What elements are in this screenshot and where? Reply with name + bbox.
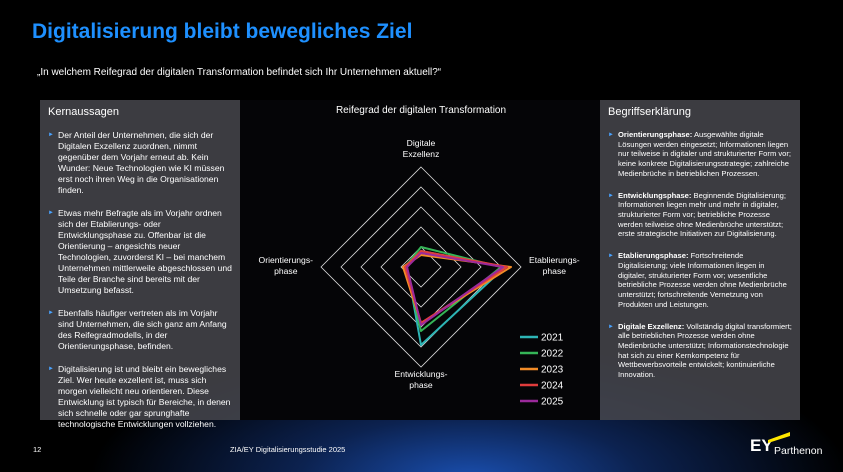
axis-label: Orientierungs- phase xyxy=(258,255,313,276)
bullet: Etwas mehr Befragte als im Vorjahr ordne… xyxy=(48,208,232,296)
logo-text: Parthenon xyxy=(774,445,823,457)
chart-title: Reifegrad der digitalen Transformation xyxy=(336,105,506,116)
definition-text: Beginnende Digitalisierung; Informatione… xyxy=(618,190,786,239)
left-panel: Kernaussagen Der Anteil der Unternehmen, … xyxy=(40,100,240,429)
definition-list: Orientierungsphase: Ausgewählte digitale… xyxy=(608,130,792,380)
legend-label: 2024 xyxy=(541,381,564,392)
term: Entwicklungsphase: xyxy=(618,190,692,200)
definition-text: Fortschreitende Digitalisierung; viele I… xyxy=(618,251,787,309)
axis-label: Etablierungs- phase xyxy=(529,255,580,276)
bullet-list: Der Anteil der Unternehmen, die sich der… xyxy=(48,130,232,430)
definition: Entwicklungsphase: Beginnende Digitalisi… xyxy=(608,190,792,240)
definition: Digitale Exzellenz: Vollständig digital … xyxy=(608,321,792,380)
axis-label: Entwicklungs- phase xyxy=(394,369,448,390)
legend-label: 2023 xyxy=(541,365,564,376)
grid-ring xyxy=(380,226,462,308)
logo: EY xyxy=(750,436,773,455)
term: Digitale Exzellenz: xyxy=(618,321,685,331)
grid-ring xyxy=(320,166,522,368)
definition-text: Ausgewählte digitale Lösungen werden ein… xyxy=(618,130,792,178)
legend-label: 2021 xyxy=(541,333,564,344)
chart-panel xyxy=(240,100,600,420)
panel-heading: Kernaussagen xyxy=(48,106,119,118)
question: „In welchem Reifegrad der digitalen Tran… xyxy=(37,67,442,78)
source: ZIA/EY Digitalisierungsstudie 2025 xyxy=(230,445,346,454)
axis-label: Digitale Exzellenz xyxy=(402,138,440,159)
term: Etablierungsphase: xyxy=(618,251,689,261)
title: Digitalisierung bleibt bewegliches Ziel xyxy=(32,20,413,43)
bullet: Ebenfalls häufiger vertreten als im Vorj… xyxy=(48,308,232,352)
grid-ring xyxy=(360,206,482,328)
grid-ring xyxy=(400,246,442,288)
page-number: 12 xyxy=(33,445,42,454)
legend-label: 2022 xyxy=(541,349,564,360)
definition-text: Vollständig digital transformiert; alle … xyxy=(618,321,792,380)
radar-line xyxy=(406,252,504,326)
panel-heading: Begriffserklärung xyxy=(608,106,691,118)
grid-ring xyxy=(340,186,502,348)
definition: Etablierungsphase: Fortschreitende Digit… xyxy=(608,251,792,309)
bullet: Der Anteil der Unternehmen, die sich der… xyxy=(48,130,232,196)
term: Orientierungsphase: xyxy=(618,130,693,139)
legend-label: 2025 xyxy=(541,397,564,408)
right-panel: Begriffserklärung Orientierungsphase: Aus… xyxy=(600,100,800,420)
definition: Orientierungsphase: Ausgewählte digitale… xyxy=(608,130,792,179)
bullet: Digitalisierung ist und bleibt ein beweg… xyxy=(48,364,232,430)
